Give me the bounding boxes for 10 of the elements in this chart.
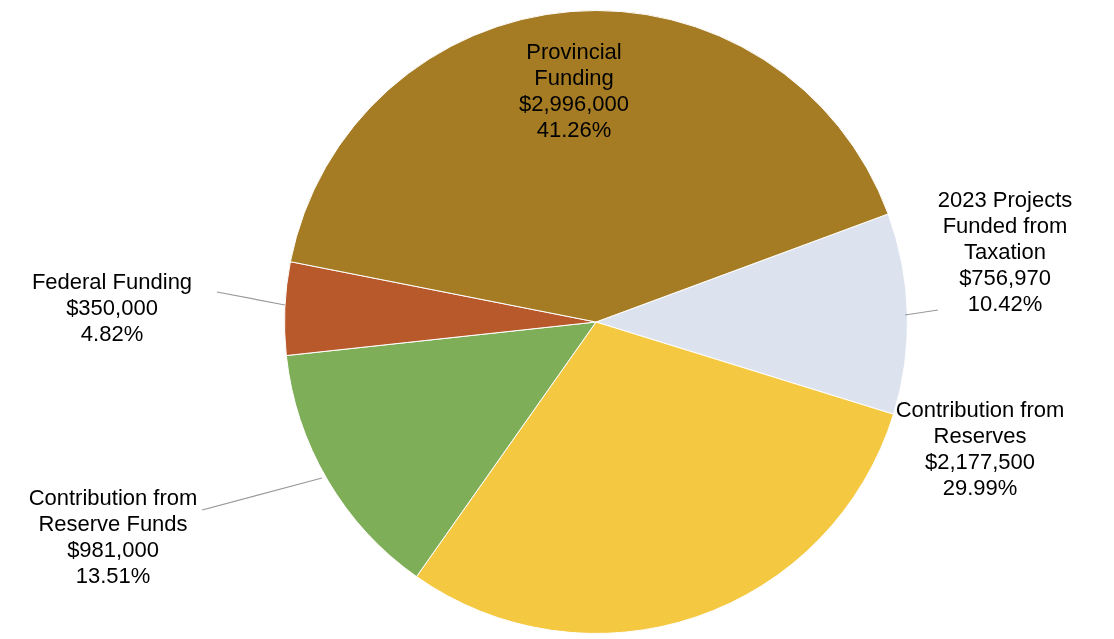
data-label: $350,000 4.82% [66, 295, 158, 347]
data-label: $756,970 10.42% [959, 265, 1051, 317]
slice-label: 2023 Projects Funded from Taxation [937, 187, 1073, 265]
slice-label: Provincial Funding [526, 39, 622, 91]
slice-label: Contribution from Reserve Funds [28, 485, 198, 537]
slice-label: Contribution from Reserves [895, 397, 1065, 449]
data-label: $981,000 13.51% [67, 537, 159, 589]
data-label: $2,996,000 41.26% [518, 91, 630, 143]
slice-label: Federal Funding [31, 269, 193, 295]
data-label: $2,177,500 29.99% [924, 449, 1036, 501]
